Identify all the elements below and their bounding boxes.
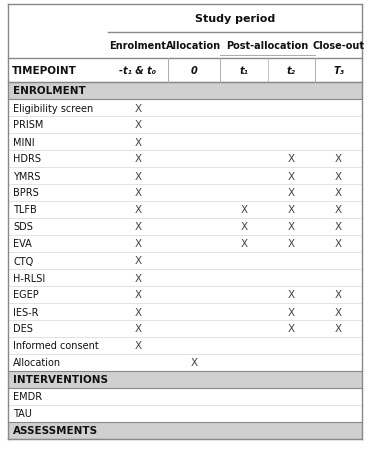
Text: Enrolment: Enrolment <box>110 41 166 51</box>
Text: X: X <box>134 273 142 283</box>
Text: X: X <box>134 239 142 249</box>
Text: X: X <box>190 358 198 368</box>
Text: TAU: TAU <box>13 409 32 419</box>
Text: t₂: t₂ <box>287 66 296 76</box>
Text: HDRS: HDRS <box>13 154 41 164</box>
Text: X: X <box>335 154 342 164</box>
Text: X: X <box>134 120 142 130</box>
Text: TLFB: TLFB <box>13 205 37 215</box>
Text: T₃: T₃ <box>333 66 344 76</box>
Text: Eligibility screen: Eligibility screen <box>13 103 93 113</box>
Text: Allocation: Allocation <box>166 41 222 51</box>
Text: X: X <box>134 290 142 300</box>
Text: X: X <box>134 341 142 351</box>
Text: X: X <box>134 171 142 181</box>
Text: CTQ: CTQ <box>13 256 33 266</box>
Text: X: X <box>134 103 142 113</box>
Text: EVA: EVA <box>13 239 32 249</box>
Text: X: X <box>134 137 142 147</box>
Text: EGEP: EGEP <box>13 290 39 300</box>
Text: X: X <box>134 205 142 215</box>
Text: BPRS: BPRS <box>13 188 39 198</box>
Text: X: X <box>240 205 248 215</box>
Text: Allocation: Allocation <box>13 358 61 368</box>
Text: X: X <box>335 324 342 334</box>
Text: X: X <box>134 222 142 232</box>
Text: Informed consent: Informed consent <box>13 341 99 351</box>
Text: Post-allocation: Post-allocation <box>226 41 309 51</box>
Text: X: X <box>335 307 342 317</box>
Text: X: X <box>335 205 342 215</box>
Text: X: X <box>335 188 342 198</box>
Text: SDS: SDS <box>13 222 33 232</box>
Text: X: X <box>335 239 342 249</box>
Text: INTERVENTIONS: INTERVENTIONS <box>13 375 108 385</box>
Text: IES-R: IES-R <box>13 307 39 317</box>
Text: X: X <box>288 222 295 232</box>
Text: DES: DES <box>13 324 33 334</box>
Text: -t₁ & t₀: -t₁ & t₀ <box>120 66 156 76</box>
Text: X: X <box>134 188 142 198</box>
Text: ASSESSMENTS: ASSESSMENTS <box>13 425 98 436</box>
Text: X: X <box>335 222 342 232</box>
Text: X: X <box>288 154 295 164</box>
Text: X: X <box>134 154 142 164</box>
Text: 0: 0 <box>191 66 197 76</box>
Text: EMDR: EMDR <box>13 392 42 402</box>
Text: TIMEPOINT: TIMEPOINT <box>12 66 77 76</box>
Text: PRISM: PRISM <box>13 120 43 130</box>
Text: X: X <box>240 239 248 249</box>
Text: X: X <box>288 324 295 334</box>
Text: YMRS: YMRS <box>13 171 40 181</box>
Text: t₁: t₁ <box>240 66 248 76</box>
Text: X: X <box>134 324 142 334</box>
Text: X: X <box>288 205 295 215</box>
Text: X: X <box>288 171 295 181</box>
Text: X: X <box>134 307 142 317</box>
Text: X: X <box>240 222 248 232</box>
Text: X: X <box>288 188 295 198</box>
Text: X: X <box>288 290 295 300</box>
Text: ENROLMENT: ENROLMENT <box>13 86 86 96</box>
Text: X: X <box>335 171 342 181</box>
Text: MINI: MINI <box>13 137 35 147</box>
Text: X: X <box>288 239 295 249</box>
Text: X: X <box>335 290 342 300</box>
Text: X: X <box>134 256 142 266</box>
Text: Study period: Study period <box>195 14 275 24</box>
Text: H-RLSI: H-RLSI <box>13 273 45 283</box>
Text: Close-out: Close-out <box>312 41 364 51</box>
Text: X: X <box>288 307 295 317</box>
